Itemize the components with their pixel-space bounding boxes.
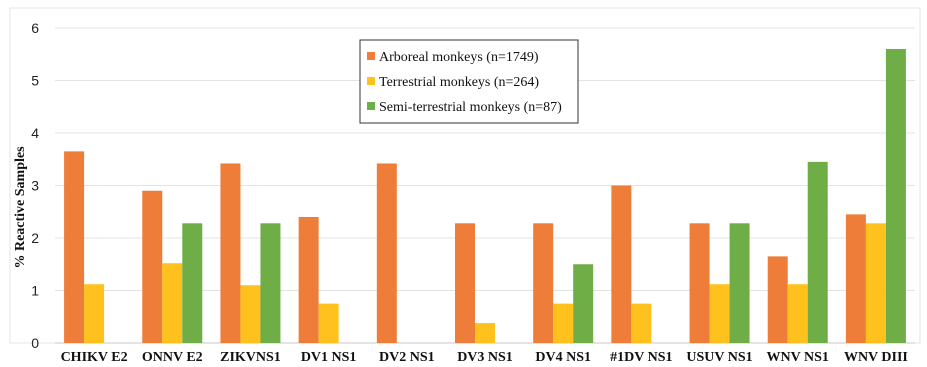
axis-labels: 0 1 2 3 4 5 6 % Reactive Samples CHIKV E2 ONNV E2… bbox=[13, 20, 908, 365]
legend-label: Semi-terrestrial monkeys (n=87) bbox=[379, 100, 562, 115]
x-category-label: WNV NS1 bbox=[767, 350, 829, 365]
bar-arboreal-0 bbox=[64, 151, 85, 343]
bar-arboreal-8 bbox=[689, 223, 710, 343]
y-tick-label: 6 bbox=[31, 20, 39, 36]
legend-swatch bbox=[367, 102, 375, 110]
bar-terrestrial-5 bbox=[475, 323, 495, 343]
bar-terrestrial-8 bbox=[709, 284, 730, 343]
x-category-label: DV4 NS1 bbox=[535, 350, 591, 365]
y-tick-label: 4 bbox=[31, 125, 39, 141]
legend: Arboreal monkeys (n=1749) Terrestrial mon… bbox=[359, 39, 579, 124]
bar-semi-terrestrial-10 bbox=[885, 49, 906, 343]
bar-terrestrial-3 bbox=[318, 303, 339, 343]
x-category-label: WNV DIII bbox=[844, 350, 908, 365]
bar-arboreal-9 bbox=[767, 256, 788, 343]
bar-arboreal-3 bbox=[298, 217, 319, 343]
x-category-label: USUV NS1 bbox=[686, 350, 752, 365]
legend-label: Arboreal monkeys (n=1749) bbox=[379, 50, 539, 65]
bar-semi-terrestrial-2 bbox=[260, 223, 281, 343]
bar-arboreal-10 bbox=[845, 214, 866, 343]
legend-swatch bbox=[367, 77, 375, 85]
y-tick-label: 5 bbox=[31, 73, 39, 89]
x-category-label: DV1 NS1 bbox=[301, 350, 357, 365]
x-category-label: ZIKVNS1 bbox=[220, 350, 281, 365]
x-category-label: DV3 NS1 bbox=[457, 350, 513, 365]
bar-semi-terrestrial-9 bbox=[807, 161, 828, 343]
bar-terrestrial-7 bbox=[631, 303, 652, 343]
bar-terrestrial-1 bbox=[162, 263, 183, 343]
bar-terrestrial-9 bbox=[787, 284, 808, 343]
bar-semi-terrestrial-1 bbox=[182, 223, 203, 343]
y-axis-title: % Reactive Samples bbox=[13, 146, 28, 269]
y-tick-label: 2 bbox=[31, 230, 39, 246]
bar-terrestrial-10 bbox=[865, 223, 886, 343]
bar-arboreal-7 bbox=[611, 185, 632, 343]
legend-box bbox=[359, 39, 579, 124]
x-category-label: ONNV E2 bbox=[142, 350, 203, 365]
bar-arboreal-1 bbox=[142, 190, 163, 343]
bars bbox=[64, 49, 906, 343]
legend-label: Terrestrial monkeys (n=264) bbox=[379, 75, 539, 90]
y-tick-label: 3 bbox=[31, 178, 39, 194]
bar-arboreal-6 bbox=[533, 223, 554, 343]
bar-semi-terrestrial-6 bbox=[573, 264, 594, 343]
y-tick-label: 1 bbox=[31, 283, 39, 299]
bar-arboreal-4 bbox=[376, 163, 397, 343]
bar-terrestrial-2 bbox=[240, 285, 261, 343]
legend-swatch bbox=[367, 52, 375, 60]
bar-terrestrial-6 bbox=[553, 303, 574, 343]
x-category-label: #1DV NS1 bbox=[610, 350, 672, 365]
x-category-label: CHIKV E2 bbox=[61, 350, 128, 365]
bar-terrestrial-0 bbox=[84, 284, 105, 343]
bar-arboreal-2 bbox=[220, 163, 241, 343]
bar-arboreal-5 bbox=[455, 223, 475, 343]
x-category-label: DV2 NS1 bbox=[379, 350, 435, 365]
bar-semi-terrestrial-8 bbox=[729, 223, 750, 343]
y-tick-label: 0 bbox=[31, 335, 39, 351]
